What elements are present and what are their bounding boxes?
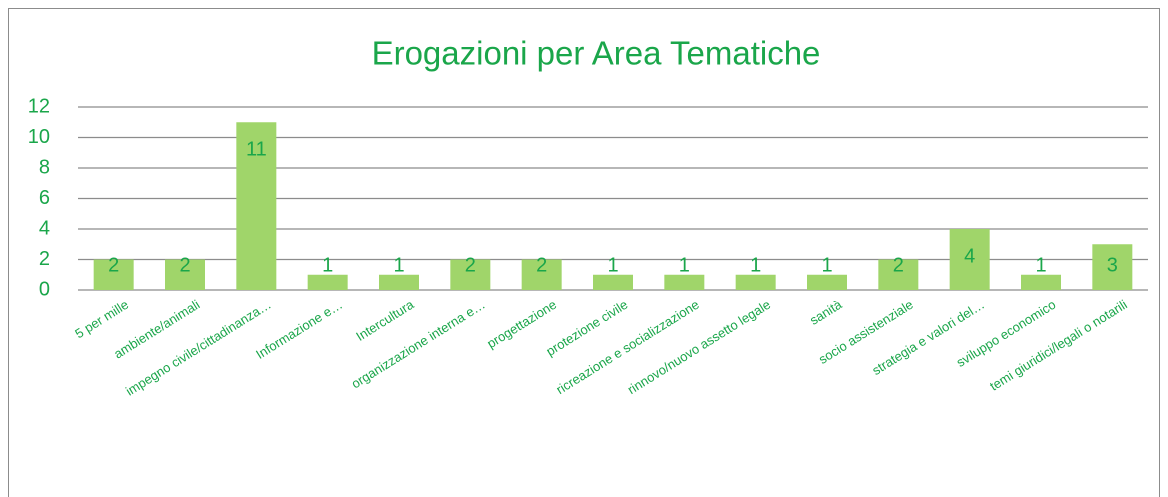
y-tick-label: 10 [28, 126, 50, 148]
y-tick-label: 8 [39, 156, 50, 178]
data-label: 1 [1035, 254, 1046, 276]
bar [949, 229, 990, 290]
data-label: 2 [465, 254, 476, 276]
bar [307, 274, 348, 290]
bar [236, 122, 277, 290]
data-label: 2 [108, 254, 119, 276]
data-label: 11 [246, 139, 267, 161]
data-label: 1 [322, 254, 333, 276]
bar [735, 274, 776, 290]
chart-title: Erogazioni per Area Tematiche [372, 35, 821, 72]
y-tick-label: 12 [28, 95, 50, 117]
data-label: 4 [964, 245, 975, 267]
y-tick-label: 0 [39, 278, 50, 300]
data-label: 1 [750, 254, 761, 276]
y-tick-label: 6 [39, 187, 50, 209]
data-label: 1 [821, 254, 832, 276]
bar [878, 259, 919, 290]
bar [450, 259, 491, 290]
data-label: 1 [607, 254, 618, 276]
bar [521, 259, 562, 290]
y-tick-label: 2 [39, 248, 50, 270]
bar [165, 259, 205, 290]
y-tick-label: 4 [39, 217, 50, 239]
bar [664, 274, 705, 290]
bar [1021, 274, 1061, 290]
data-label: 2 [893, 254, 904, 276]
data-label: 2 [179, 254, 190, 276]
bar [593, 274, 633, 290]
bar [807, 274, 847, 290]
data-label: 1 [393, 254, 404, 276]
data-label: 1 [679, 254, 690, 276]
bar [1092, 244, 1133, 290]
data-label: 3 [1107, 254, 1118, 276]
bar [93, 259, 134, 290]
bar [379, 274, 419, 290]
data-label: 2 [536, 254, 547, 276]
